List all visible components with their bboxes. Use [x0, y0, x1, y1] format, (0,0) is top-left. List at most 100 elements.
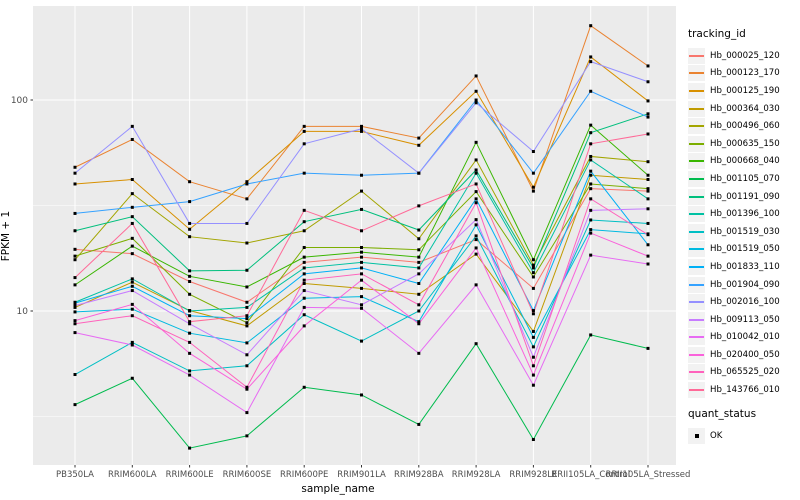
legend-entry-label: Hb_001396_100: [710, 209, 780, 220]
data-point: [245, 305, 249, 309]
legend-key-line-icon: [688, 294, 705, 311]
data-point: [474, 197, 478, 201]
data-point: [188, 180, 192, 184]
data-point: [589, 182, 593, 186]
data-point: [589, 55, 593, 59]
y-tick-label: 10: [17, 307, 29, 317]
x-tick-label: RRIM600LE: [166, 470, 214, 480]
data-point: [302, 278, 306, 282]
data-point: [73, 211, 77, 215]
data-point: [646, 221, 650, 225]
data-point: [188, 314, 192, 318]
legend-entry-Hb_001833_110: Hb_001833_110: [688, 258, 798, 276]
legend-entry-Hb_000496_060: Hb_000496_060: [688, 117, 798, 135]
data-point: [360, 266, 363, 270]
data-point: [417, 309, 421, 313]
legend-entry-label: Hb_001519_050: [710, 244, 780, 255]
legend-key-line-icon: [688, 206, 705, 223]
data-point: [188, 221, 192, 225]
data-point: [417, 248, 421, 252]
data-point: [646, 112, 650, 116]
legend-entry-label: Hb_009113_050: [710, 314, 780, 325]
legend-entry-Hb_010042_010: Hb_010042_010: [688, 329, 798, 347]
data-point: [245, 317, 249, 321]
data-point: [73, 182, 77, 186]
data-point: [245, 353, 249, 357]
data-point: [188, 446, 192, 450]
data-point: [130, 215, 134, 219]
data-point: [474, 283, 478, 287]
legend-entry-label: Hb_001191_090: [710, 191, 780, 202]
legend-section-quant-status: quant_status OK: [688, 408, 798, 445]
data-point: [531, 309, 535, 313]
data-point: [302, 305, 306, 309]
data-point: [188, 274, 192, 278]
data-point: [474, 98, 478, 102]
data-point: [531, 150, 535, 154]
data-point: [646, 207, 650, 211]
legend-entry-Hb_001396_100: Hb_001396_100: [688, 205, 798, 223]
data-point: [188, 200, 192, 204]
legend-key-line-icon: [688, 65, 705, 82]
data-point: [531, 171, 535, 175]
data-point: [302, 313, 306, 317]
legend-key-line-icon: [688, 82, 705, 99]
data-point: [130, 343, 134, 347]
data-point: [360, 229, 363, 233]
y-axis-title: FPKM + 1: [0, 210, 12, 262]
legend-title-tracking-id: tracking_id: [688, 28, 746, 40]
legend-entry-Hb_000668_040: Hb_000668_040: [688, 153, 798, 171]
legend-entry-Hb_001519_050: Hb_001519_050: [688, 241, 798, 259]
data-point: [474, 158, 478, 162]
data-point: [302, 171, 306, 175]
data-point: [360, 255, 363, 259]
data-point: [73, 310, 77, 314]
legend-entry-Hb_009113_050: Hb_009113_050: [688, 311, 798, 329]
data-point: [589, 187, 593, 191]
legend-key-line-icon: [688, 100, 705, 117]
data-point: [73, 331, 77, 335]
x-tick-label: RRIM600LA: [108, 470, 157, 480]
legend-entry-label: Hb_000364_030: [710, 103, 780, 114]
data-point: [302, 255, 306, 259]
legend-entry-Hb_000025_120: Hb_000025_120: [688, 47, 798, 65]
y-tick-label: 100: [11, 96, 28, 106]
legend-entry-Hb_065525_020: Hb_065525_020: [688, 364, 798, 382]
data-point: [130, 205, 134, 209]
data-point: [130, 236, 134, 240]
data-point: [73, 319, 77, 323]
data-point: [589, 131, 593, 135]
data-point: [531, 438, 535, 442]
data-point: [130, 376, 134, 380]
data-point: [589, 169, 593, 173]
data-point: [73, 305, 77, 309]
data-point: [531, 189, 535, 193]
data-point: [188, 351, 192, 355]
data-point: [474, 223, 478, 227]
data-point: [130, 277, 134, 281]
data-point: [474, 342, 478, 346]
data-point: [130, 340, 134, 344]
data-point: [245, 285, 249, 289]
data-point: [531, 329, 535, 333]
data-point: [474, 171, 478, 175]
data-point: [589, 218, 593, 222]
data-point: [245, 241, 249, 245]
data-point: [302, 324, 306, 328]
data-point: [474, 246, 478, 250]
quant-ok-key-icon: [688, 427, 705, 444]
data-point: [188, 322, 192, 326]
data-point: [360, 250, 363, 254]
legend-key-line-icon: [688, 311, 705, 328]
legend-entry-label: Hb_143766_010: [710, 385, 780, 396]
data-point: [188, 320, 192, 324]
data-point: [646, 160, 650, 164]
data-point: [646, 243, 650, 247]
data-point: [130, 177, 134, 181]
legend-key-line-icon: [688, 170, 705, 187]
legend-entry-Hb_001191_090: Hb_001191_090: [688, 188, 798, 206]
data-point: [417, 322, 421, 326]
legend-entry-Hb_143766_010: Hb_143766_010: [688, 381, 798, 399]
data-point: [531, 275, 535, 279]
legend-key-line-icon: [688, 47, 705, 64]
